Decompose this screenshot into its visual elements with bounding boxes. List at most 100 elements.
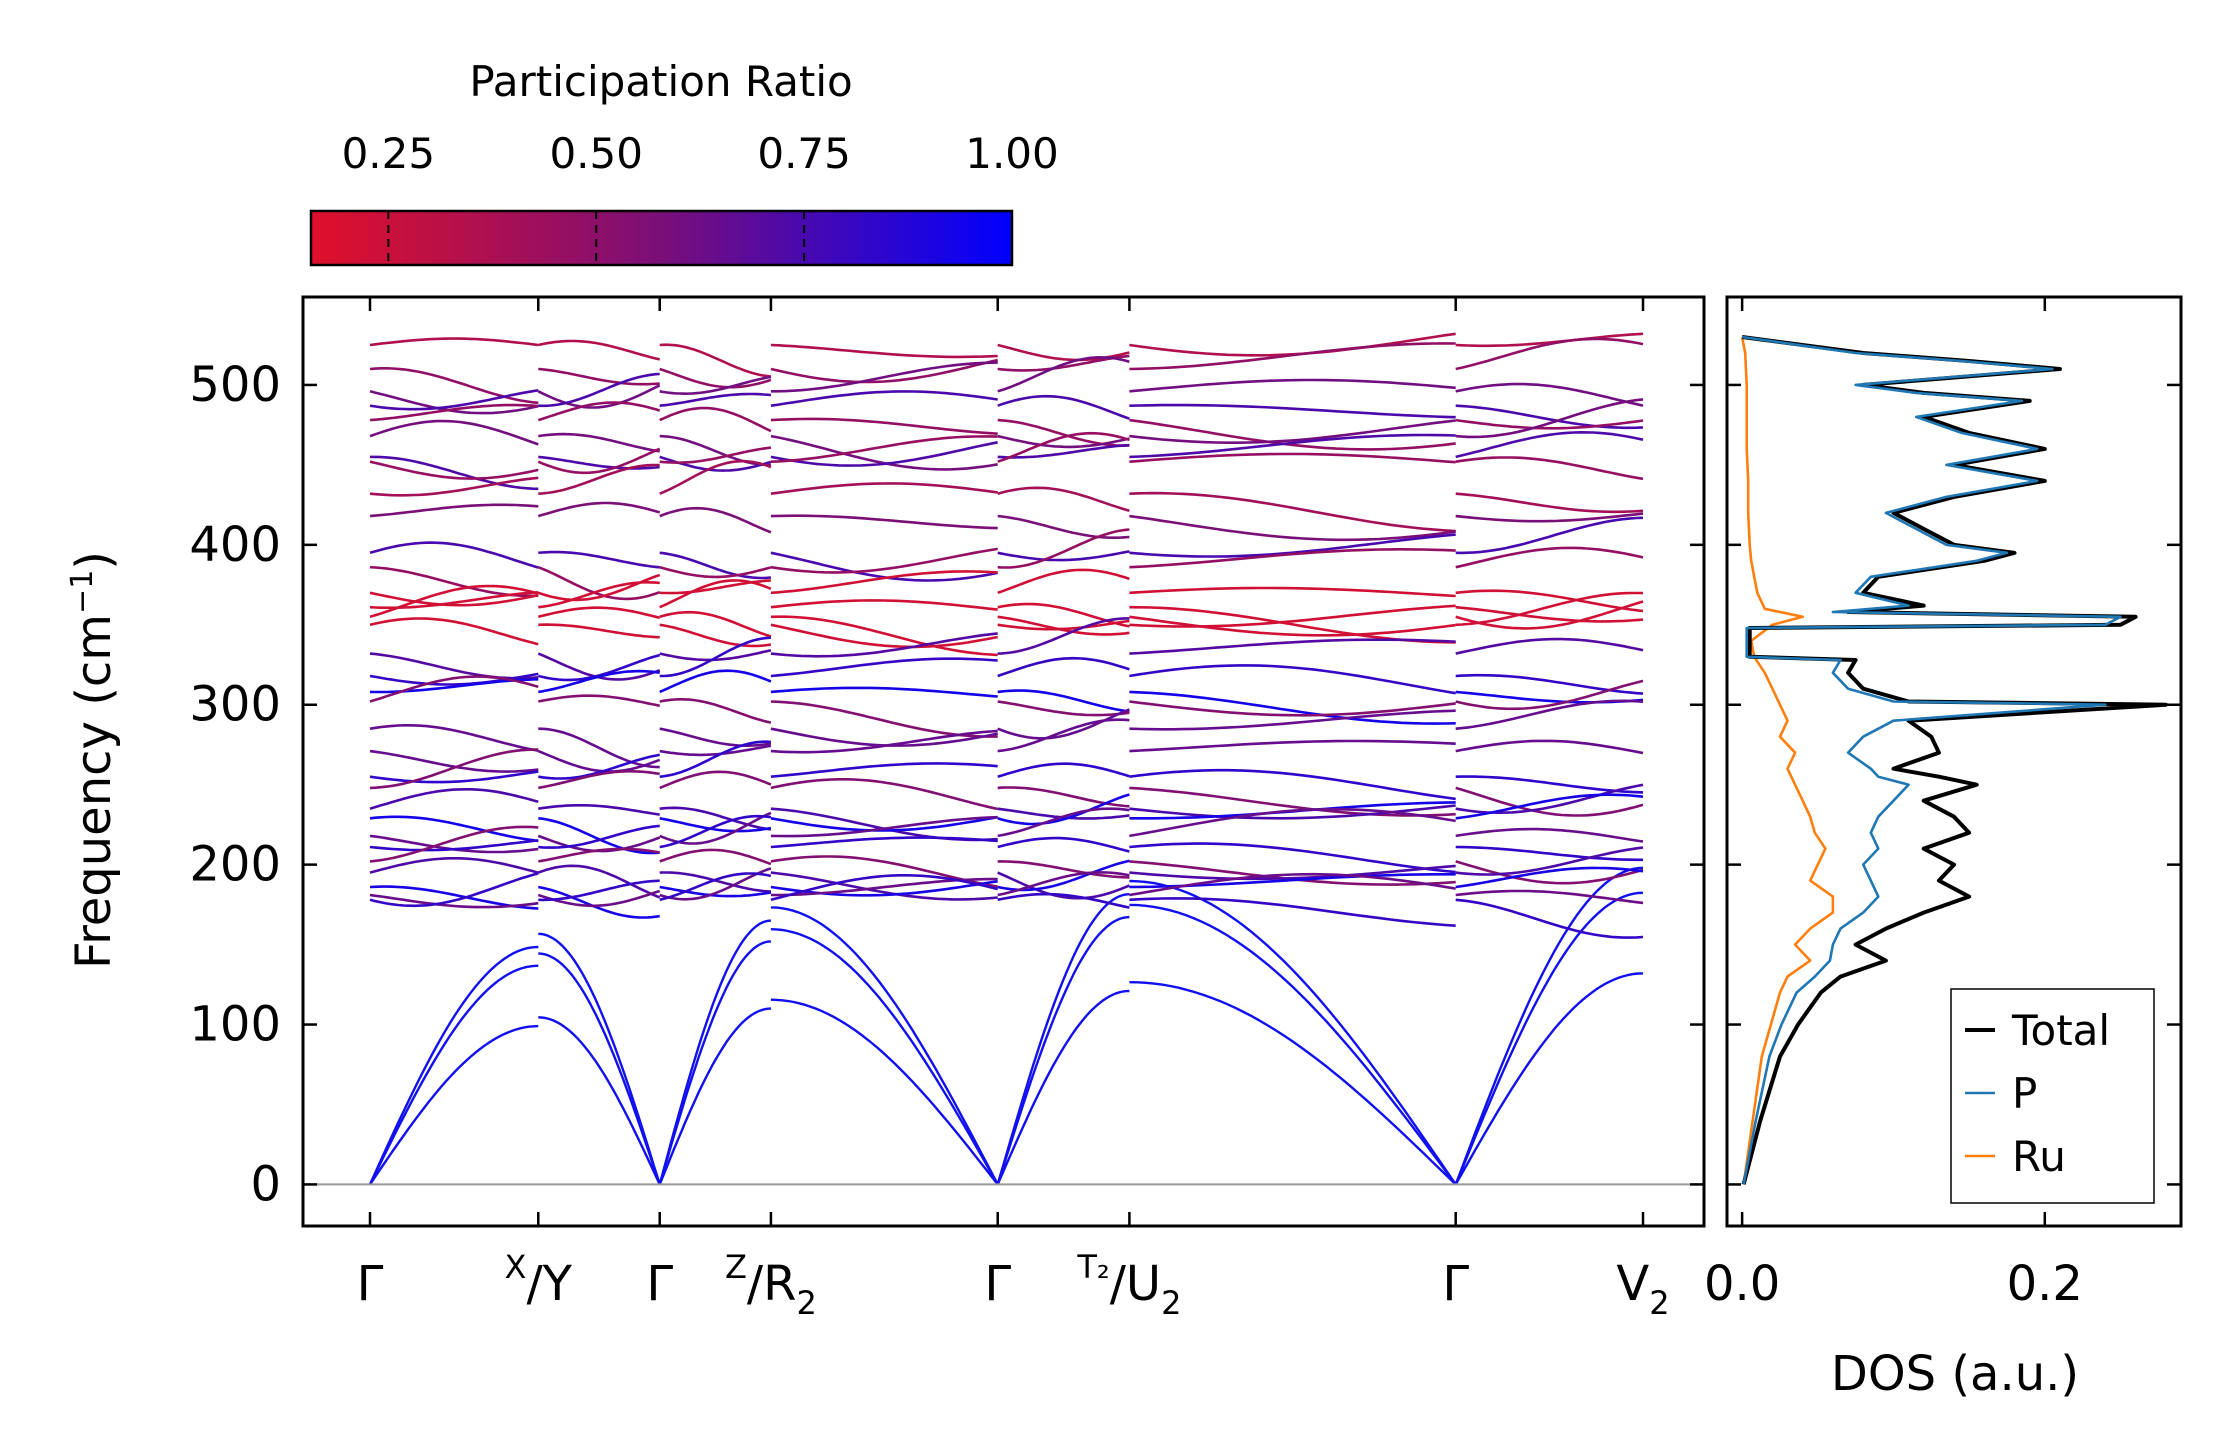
acoustic-band: [996, 893, 1130, 1185]
optical-band: [997, 617, 1130, 655]
optical-band: [659, 551, 772, 580]
acoustic-band: [1129, 981, 1457, 1186]
optical-band: [770, 482, 998, 495]
optical-band: [997, 528, 1130, 569]
k-point-label: Γ: [357, 1256, 384, 1312]
optical-band: [1455, 492, 1644, 514]
optical-band: [369, 825, 539, 863]
optical-band: [369, 503, 539, 518]
optical-band: [1455, 456, 1644, 481]
optical-band: [770, 547, 998, 574]
band-structure-plot: 0 100 200 300 400 500 Γ X/Y Γ Z/R2 Γ T₂/U2 Γ V2 Freq…: [65, 295, 1706, 1322]
optical-band: [1455, 679, 1644, 711]
optical-band: [997, 807, 1130, 838]
optical-band: [538, 580, 660, 609]
k-point-label: Z/R2: [725, 1248, 817, 1322]
acoustic-band: [658, 919, 771, 1185]
optical-band: [659, 459, 772, 495]
optical-band: [659, 885, 772, 898]
k-point-label: Γ: [646, 1256, 673, 1312]
dos-x-tick-label: 0.0: [1704, 1256, 1780, 1312]
optical-band: [538, 803, 660, 816]
optical-band: [1129, 804, 1456, 820]
acoustic-band: [538, 952, 661, 1185]
optical-band: [369, 565, 539, 598]
acoustic-band: [1129, 879, 1457, 1186]
optical-band: [369, 541, 539, 569]
dos-series-p: [1741, 335, 2122, 1185]
optical-band: [1129, 342, 1456, 371]
optical-band: [537, 565, 661, 601]
optical-band: [538, 339, 660, 361]
colorbar-gradient: [309, 209, 1014, 267]
optical-band: [1129, 514, 1456, 542]
k-point-label: V2: [1616, 1256, 1669, 1322]
optical-band: [1455, 589, 1644, 613]
optical-band: [1455, 516, 1644, 555]
optical-band: [997, 568, 1130, 595]
optical-band: [997, 354, 1130, 372]
optical-band: [1129, 378, 1456, 393]
optical-band: [1455, 866, 1644, 889]
optical-band: [538, 432, 660, 453]
optical-band: [659, 669, 772, 694]
acoustic-band: [658, 940, 771, 1185]
optical-band: [537, 384, 661, 409]
optical-band: [1129, 452, 1456, 464]
optical-band: [369, 675, 539, 703]
optical-band: [1455, 512, 1644, 523]
optical-band: [369, 815, 539, 843]
dos-axes-frame: [1725, 295, 2183, 1228]
optical-band: [770, 358, 999, 384]
k-point-label: Γ: [984, 1256, 1011, 1312]
optical-band: [369, 591, 539, 607]
dos-series-total: [1741, 335, 2168, 1185]
optical-band: [659, 446, 772, 465]
acoustic-band: [368, 964, 539, 1185]
optical-band: [659, 579, 772, 609]
optical-band: [770, 686, 998, 698]
optical-band: [997, 871, 1130, 900]
optical-band: [369, 748, 539, 790]
optical-band: [537, 864, 661, 899]
optical-band: [770, 361, 998, 393]
colorbar-tick-label: 0.75: [757, 129, 851, 178]
y-tick-label: 300: [189, 677, 281, 733]
optical-band: [1455, 337, 1644, 371]
optical-band: [538, 367, 660, 386]
band-axes-frame: [301, 295, 1706, 1228]
optical-band: [537, 749, 661, 773]
optical-band: [997, 718, 1130, 753]
dos-x-axis-label: DOS (a.u.): [1831, 1346, 2079, 1402]
optical-band: [1129, 897, 1456, 927]
optical-band: [770, 343, 998, 359]
optical-band: [538, 847, 660, 863]
optical-band: [770, 551, 998, 582]
optical-band: [770, 729, 998, 754]
optical-band: [997, 892, 1130, 909]
optical-band: [1129, 418, 1456, 451]
optical-band: [659, 565, 772, 579]
optical-band: [369, 723, 539, 752]
optical-band: [659, 806, 772, 831]
optical-band: [770, 657, 998, 678]
legend-label-ru: Ru: [2012, 1132, 2066, 1181]
y-tick-label: 200: [189, 837, 281, 893]
optical-band: [1455, 546, 1644, 569]
optical-band: [370, 455, 539, 491]
optical-band: [997, 394, 1130, 420]
optical-band: [659, 740, 771, 778]
optical-band: [1455, 739, 1644, 755]
optical-band: [369, 584, 539, 619]
optical-band: [1129, 864, 1456, 881]
optical-band: [997, 434, 1130, 449]
optical-band: [1455, 699, 1644, 730]
optical-band: [659, 392, 772, 407]
optical-band: [538, 669, 660, 694]
optical-band: [997, 355, 1130, 393]
y-axis-label: Frequency (cm−1): [65, 551, 122, 969]
k-point-label: T₂/U2: [1076, 1248, 1181, 1322]
optical-band: [770, 514, 998, 530]
optical-band: [1129, 807, 1456, 838]
optical-band: [537, 447, 661, 475]
